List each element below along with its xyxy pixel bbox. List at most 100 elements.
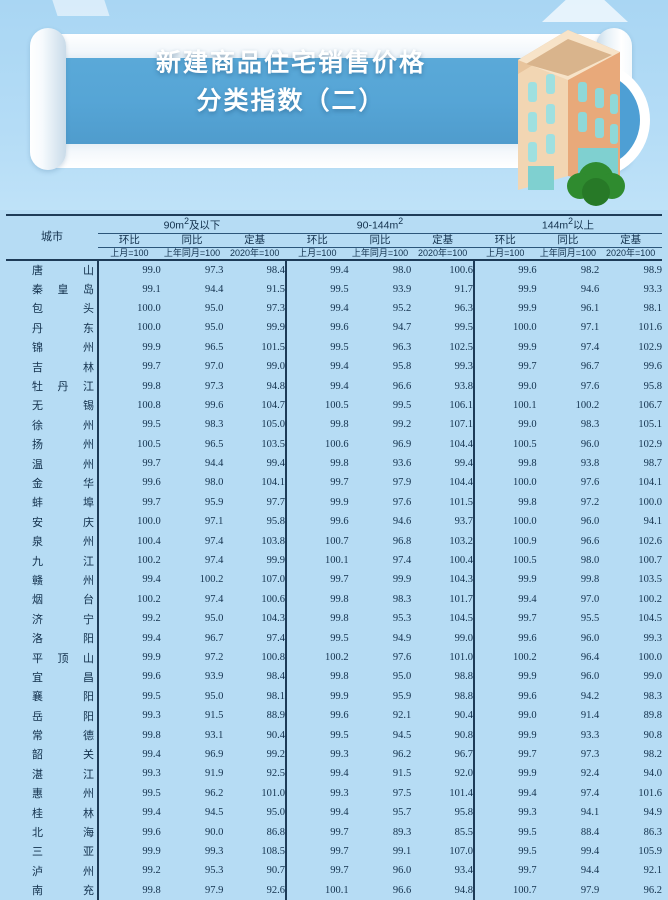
table-row: 平顶山 99.9 97.2 100.8 100.2 97.6 101.0 100.2 96.4 1… — [6, 647, 662, 668]
cell-value: 90.4 — [454, 710, 473, 722]
city-name: 济宁 — [32, 613, 94, 626]
cell-value: 99.7 — [285, 822, 349, 842]
cell-value: 103.2 — [449, 535, 473, 547]
city-name: 丹东 — [32, 322, 94, 335]
cell-value: 99.6 — [204, 399, 224, 411]
cell-value: 100.2 — [638, 593, 662, 605]
cell-value: 100.5 — [472, 434, 537, 454]
cell-value: 90.8 — [643, 729, 662, 741]
cell-city: 徐州 — [6, 415, 98, 434]
cell-value: 99.0 — [266, 361, 285, 373]
city-name: 温州 — [32, 458, 94, 471]
cell-value: 100.0 — [472, 473, 537, 493]
cell-value: 95.3 — [392, 613, 412, 625]
decorative-corner-left — [46, 0, 110, 16]
cell-value: 100.6 — [449, 264, 473, 276]
base-header-mom-g2: 上月=100 — [286, 247, 349, 261]
cell-value: 99.0 — [472, 415, 537, 435]
city-name: 桂林 — [32, 807, 94, 820]
cell-value: 96.5 — [204, 438, 224, 450]
cell-value: 104.4 — [449, 438, 473, 450]
table-row: 温州 99.7 94.4 99.4 99.8 93.6 99.4 99.8 93.8 98.7 — [6, 453, 662, 474]
table-row: 无锡 100.8 99.6 104.7 100.5 99.5 106.1 100.1 100.2… — [6, 395, 662, 416]
cell-value: 99.8 — [285, 609, 349, 629]
city-name: 无锡 — [32, 400, 94, 413]
base-header-mom-g1: 上月=100 — [98, 247, 161, 261]
cell-value: 99.8 — [97, 725, 161, 745]
cell-value: 104.4 — [449, 477, 473, 489]
cell-value: 99.6 — [285, 512, 349, 532]
table-row: 岳阳 99.3 91.5 88.9 99.6 92.1 90.4 99.0 91.4 89.8 — [6, 705, 662, 726]
cell-value: 103.8 — [261, 535, 285, 547]
cell-value: 98.3 — [204, 419, 224, 431]
table-row: 桂林 99.4 94.5 95.0 99.4 95.7 95.8 99.3 94.1 94.9 — [6, 802, 662, 823]
cell-value: 103.5 — [261, 438, 285, 450]
cell-value: 101.0 — [449, 652, 473, 663]
cell-value: 97.7 — [266, 496, 285, 508]
cell-value: 99.4 — [454, 458, 473, 470]
base-header-yoy-g3: 上年同月=100 — [536, 247, 600, 261]
cell-value: 95.0 — [266, 807, 285, 819]
cell-value: 94.6 — [392, 516, 412, 528]
cell-value: 90.7 — [266, 865, 285, 877]
cell-city: 湛江 — [6, 764, 98, 783]
cell-value: 93.8 — [454, 380, 473, 392]
cell-value: 99.8 — [285, 415, 349, 435]
cell-value: 99.4 — [285, 764, 349, 784]
cell-value: 99.2 — [97, 861, 161, 881]
cell-city: 吉林 — [6, 357, 98, 376]
cell-city: 包头 — [6, 299, 98, 318]
cell-value: 89.3 — [392, 826, 412, 838]
cell-value: 93.9 — [392, 283, 412, 295]
table-row: 南充 99.8 97.9 92.6 100.1 96.6 94.8 100.7 97.9 96.2 — [6, 880, 662, 900]
cell-value: 99.6 — [97, 667, 161, 687]
cell-value: 98.0 — [580, 555, 600, 567]
city-name: 锦州 — [32, 342, 94, 355]
cell-value: 98.2 — [643, 748, 662, 760]
cell-value: 100.4 — [97, 531, 161, 551]
cell-value: 99.3 — [643, 632, 662, 644]
cell-value: 94.2 — [580, 690, 600, 702]
cell-value: 91.9 — [204, 768, 224, 780]
cell-value: 100.4 — [449, 555, 473, 567]
cell-value: 97.3 — [204, 380, 224, 392]
cell-value: 95.0 — [392, 671, 412, 683]
cell-value: 92.5 — [266, 768, 285, 780]
cell-value: 99.6 — [643, 361, 662, 373]
cell-city: 北海 — [6, 822, 98, 841]
cell-value: 99.1 — [97, 279, 161, 299]
cell-city: 三亚 — [6, 842, 98, 861]
city-name: 蚌埠 — [32, 497, 94, 510]
table-row: 烟台 100.2 97.4 100.6 99.8 98.3 101.7 99.4 97.0 100… — [6, 589, 662, 610]
cell-value: 99.8 — [472, 492, 537, 513]
table-row: 惠州 99.5 96.2 101.0 99.3 97.5 101.4 99.4 97.4 101.… — [6, 783, 662, 803]
cell-value: 98.9 — [643, 264, 662, 276]
cell-value: 88.9 — [266, 710, 285, 722]
base-header-fixed-g3: 2020年=100 — [599, 247, 662, 261]
cell-value: 91.7 — [454, 283, 473, 295]
cell-value: 99.8 — [472, 453, 537, 474]
cell-value: 95.2 — [392, 302, 412, 314]
cell-value: 100.5 — [285, 395, 349, 416]
cell-value: 100.0 — [472, 318, 537, 338]
cell-value: 96.6 — [392, 380, 412, 392]
table-head: 城市 90m2及以下 90-144m2 144m2以上 环比 同比 定基 环比 … — [6, 216, 662, 261]
cell-value: 99.9 — [472, 337, 537, 357]
cell-city: 九江 — [6, 551, 98, 570]
cell-value: 98.2 — [580, 264, 600, 276]
group-header-over-144: 144m2以上 — [473, 216, 662, 234]
cell-value: 99.8 — [580, 574, 600, 586]
cell-value: 102.9 — [638, 438, 662, 450]
cell-value: 99.7 — [472, 861, 537, 881]
cell-value: 97.0 — [204, 361, 224, 373]
cell-value: 95.5 — [580, 613, 600, 625]
cell-value: 95.0 — [204, 690, 224, 702]
cell-value: 95.9 — [392, 690, 412, 702]
cell-value: 96.6 — [392, 884, 412, 896]
sub-header-fixed-g2: 定基 — [411, 233, 474, 248]
cell-value: 98.4 — [266, 671, 285, 683]
city-name: 包头 — [32, 303, 94, 316]
cell-value: 100.7 — [638, 555, 662, 567]
cell-value: 93.3 — [580, 729, 600, 741]
cell-city: 桂林 — [6, 803, 98, 822]
